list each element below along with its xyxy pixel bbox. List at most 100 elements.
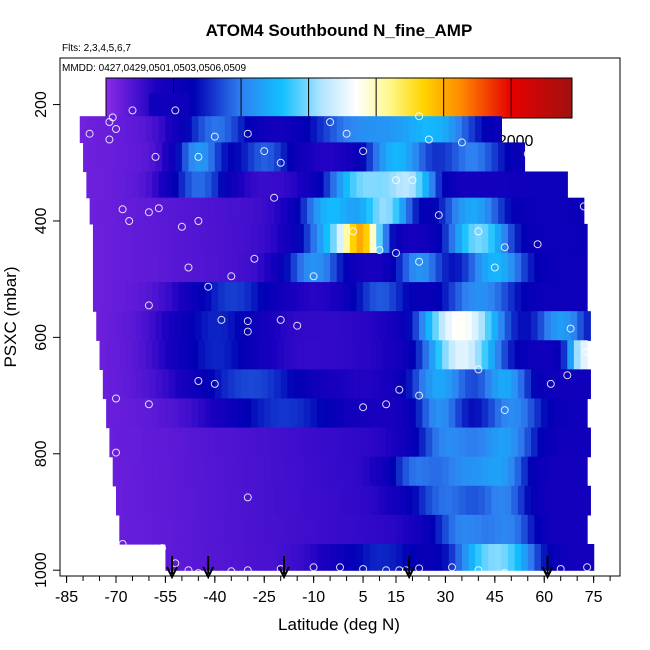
sample-point	[474, 227, 483, 236]
heatmap-cell	[379, 427, 387, 458]
heatmap-cell	[468, 171, 476, 199]
heatmap-cell	[517, 311, 526, 341]
heatmap-cell	[468, 282, 476, 312]
heatmap-cell	[554, 514, 562, 545]
heatmap-cell	[297, 252, 305, 283]
heatmap-cell	[396, 543, 404, 571]
heatmap-cell	[307, 485, 315, 516]
heatmap-cell	[162, 485, 170, 516]
heatmap-cell	[386, 369, 394, 400]
heatmap-cell	[175, 369, 183, 400]
heatmap-cell	[254, 369, 262, 400]
heatmap-cell	[484, 142, 493, 173]
heatmap-cell	[244, 398, 252, 429]
heatmap-cell	[231, 171, 239, 199]
sample-point	[349, 227, 358, 236]
heatmap-cell	[577, 427, 585, 458]
heatmap-cell	[198, 543, 206, 571]
heatmap-cell	[488, 543, 496, 571]
heatmap-cell	[208, 427, 216, 458]
heatmap-cell	[494, 171, 503, 199]
heatmap-cell	[237, 456, 246, 487]
heatmap-cell	[234, 311, 242, 341]
heatmap-cell	[116, 311, 124, 341]
heatmap-cell	[399, 142, 407, 173]
heatmap-cell	[158, 398, 167, 429]
heatmap-cell	[422, 252, 430, 283]
heatmap-cell	[316, 543, 325, 571]
heatmap-cell	[501, 514, 509, 545]
heatmap-cell	[211, 223, 219, 254]
sample-point	[260, 147, 269, 156]
x-tick-label: 45	[486, 589, 504, 606]
heatmap-cell	[330, 282, 338, 312]
heatmap-cell	[152, 456, 160, 487]
heatmap-cell	[475, 340, 483, 370]
heatmap-cell	[540, 514, 549, 545]
heatmap-cell	[241, 142, 249, 173]
heatmap-cell	[366, 311, 374, 341]
heatmap-cell	[557, 427, 565, 458]
heatmap-cell	[389, 398, 397, 429]
heatmap-cell	[349, 116, 358, 143]
heatmap-cell	[297, 171, 305, 199]
heatmap-cell	[488, 223, 496, 254]
heatmap-cell	[465, 427, 473, 458]
heatmap-cell	[461, 252, 470, 283]
heatmap-cell	[300, 369, 308, 400]
heatmap-cell	[504, 142, 512, 173]
heatmap-cell	[198, 252, 206, 283]
heatmap-cell	[448, 398, 456, 429]
heatmap-cell	[386, 311, 394, 341]
heatmap-cell	[376, 398, 384, 429]
x-tick-label: 30	[437, 589, 455, 606]
heatmap-cell	[92, 171, 101, 199]
heatmap-cell	[481, 116, 489, 143]
heatmap-cell	[201, 197, 209, 225]
heatmap-cell	[290, 543, 298, 571]
heatmap-cell	[376, 340, 384, 370]
chart-title: ATOM4 Southbound N_fine_AMP	[206, 21, 473, 40]
heatmap-cell	[452, 485, 460, 516]
heatmap-cell	[284, 456, 292, 487]
heatmap-cell	[587, 543, 595, 571]
heatmap-cell	[185, 223, 193, 254]
sample-point	[112, 448, 120, 457]
heatmap-cell	[284, 223, 292, 254]
sample-point	[448, 563, 456, 572]
heatmap-cell	[201, 485, 209, 516]
heatmap-cell	[514, 171, 522, 199]
heatmap-cell	[376, 514, 384, 545]
heatmap-cell	[198, 223, 206, 254]
heatmap-cell	[448, 543, 456, 571]
heatmap-cell	[468, 456, 476, 487]
heatmap-cell	[531, 369, 539, 400]
heatmap-cell	[316, 116, 325, 143]
heatmap-cell	[287, 311, 295, 341]
heatmap-cell	[517, 485, 526, 516]
heatmap-cell	[567, 223, 575, 254]
heatmap-cell	[573, 456, 582, 487]
heatmap-cell	[527, 514, 535, 545]
heatmap-cell	[178, 252, 186, 283]
sample-point	[250, 254, 259, 263]
heatmap-cell	[488, 398, 496, 429]
heatmap-cell	[438, 369, 447, 400]
heatmap-cell	[310, 340, 318, 370]
heatmap-cell	[382, 340, 391, 370]
heatmap-cell	[214, 485, 223, 516]
heatmap-cell	[293, 311, 302, 341]
heatmap-cell	[326, 311, 335, 341]
heatmap-cell	[389, 252, 397, 283]
heatmap-cell	[461, 116, 470, 143]
heatmap-cell	[257, 514, 265, 545]
heatmap-cell	[310, 456, 318, 487]
heatmap-cell	[185, 171, 193, 199]
heatmap-cell	[376, 223, 384, 254]
heatmap-cell	[356, 340, 364, 370]
heatmap-cell	[277, 398, 285, 429]
heatmap-cell	[583, 311, 591, 341]
heatmap-cell	[277, 252, 285, 283]
heatmap-cell	[300, 311, 308, 341]
heatmap-cell	[461, 223, 470, 254]
